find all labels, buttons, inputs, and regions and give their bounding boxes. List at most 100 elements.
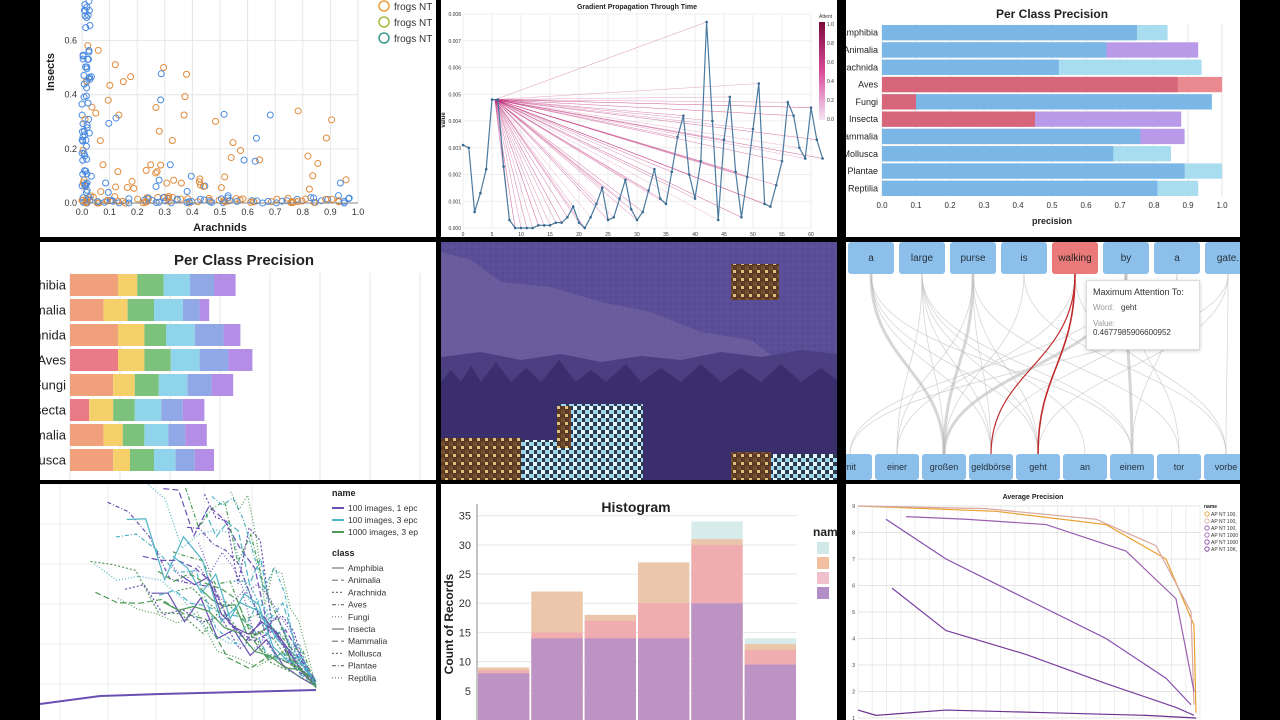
source-token[interactable]: a	[848, 242, 894, 274]
data-point	[496, 98, 500, 101]
source-token[interactable]: large	[899, 242, 945, 274]
data-point	[705, 20, 708, 24]
data-point	[302, 195, 310, 203]
target-token[interactable]: mit	[846, 454, 872, 480]
target-token[interactable]: geldbörse	[969, 454, 1013, 480]
legend-label: frogs NT	[394, 18, 432, 29]
stacked-segment	[70, 449, 114, 471]
class-curve	[158, 589, 317, 685]
chart-title: Average Precision	[1003, 494, 1064, 501]
data-point	[92, 109, 100, 117]
target-token[interactable]: an	[1063, 454, 1107, 480]
data-point	[728, 95, 732, 99]
y-tick-label: 35	[459, 511, 471, 523]
ap-curve	[857, 709, 1197, 719]
stacked-segment	[144, 424, 169, 446]
chart-title: Gradient Propagation Through Time	[577, 4, 697, 11]
source-token[interactable]: is	[1001, 242, 1047, 274]
attention-link	[494, 99, 626, 181]
legend-tick: 0.8	[827, 41, 834, 47]
source-token[interactable]: by	[1103, 242, 1149, 274]
y-tick-label: 0.006	[448, 66, 461, 72]
target-token[interactable]: tor	[1157, 454, 1201, 480]
ice-block	[521, 440, 561, 480]
attention-link	[494, 99, 823, 159]
attention-curve	[943, 273, 1025, 455]
data-point	[134, 195, 142, 203]
stacked-precision-chart: Per Class Precision Amphibia Animalia Arac…	[40, 252, 421, 480]
target-token[interactable]: großen	[922, 454, 966, 480]
x-tick-label: 40	[692, 232, 698, 237]
target-token[interactable]: einer	[875, 454, 919, 480]
legend-title: name	[1204, 504, 1217, 510]
avg-precision-panel: Average Precision 1 2 3 4 5 6 7 8 9 name AP NT 1…	[846, 484, 1240, 720]
x-tick-label: 0	[462, 232, 465, 237]
legend-symbol	[1204, 532, 1210, 538]
legend-title: nam	[813, 525, 837, 539]
attention-link	[494, 99, 545, 226]
legend-label: Mollusca	[348, 648, 382, 658]
data-point	[345, 194, 353, 202]
data-point	[94, 46, 102, 54]
target-token[interactable]: vorbe	[1204, 454, 1240, 480]
data-point	[79, 55, 87, 63]
data-point	[147, 161, 155, 169]
source-token[interactable]: a	[1154, 242, 1200, 274]
data-point	[624, 178, 627, 182]
attention-curve	[870, 273, 992, 455]
data-point	[104, 96, 112, 104]
data-point	[722, 138, 726, 142]
attention-link	[494, 83, 759, 100]
histogram-bar	[531, 638, 583, 720]
data-point	[99, 161, 107, 169]
legend-label: Mammalia	[348, 636, 387, 646]
attention-curve	[869, 273, 946, 455]
attention-link	[494, 99, 788, 103]
data-point	[734, 170, 737, 174]
data-point	[763, 202, 766, 206]
attention-curve	[972, 273, 1039, 455]
data-point	[264, 197, 272, 205]
data-point	[298, 197, 306, 205]
stacked-segment	[103, 299, 128, 321]
gradient-chart: Gradient Propagation Through Time value …	[441, 4, 834, 237]
stacked-segment	[103, 424, 123, 446]
data-point	[157, 161, 165, 169]
attention-link	[494, 99, 614, 218]
data-point	[255, 156, 263, 164]
legend-tick: 0.0	[827, 117, 834, 123]
source-token[interactable]: gate.	[1205, 242, 1240, 274]
data-point	[81, 12, 89, 20]
legend-symbol	[378, 32, 390, 44]
row-label: Aves	[40, 353, 66, 368]
y-tick-label: 0.003	[448, 146, 461, 152]
stacked-segment	[161, 399, 183, 421]
data-point	[769, 205, 772, 208]
stacked-segment	[214, 274, 236, 296]
data-point	[233, 197, 241, 205]
data-point	[112, 114, 120, 122]
attention-link	[494, 99, 812, 108]
target-token[interactable]: einem	[1110, 454, 1154, 480]
source-token[interactable]: purse	[950, 242, 996, 274]
y-tick-label: 0.008	[448, 12, 461, 18]
y-tick-label: 6	[852, 584, 855, 590]
data-point	[554, 221, 558, 224]
x-tick-label: 0.4	[186, 207, 199, 217]
data-point	[484, 167, 488, 171]
attention-link	[494, 99, 591, 218]
data-point	[774, 183, 778, 187]
x-tick-label: 1.0	[352, 207, 365, 217]
data-point	[82, 63, 90, 71]
target-token[interactable]: geht	[1016, 454, 1060, 480]
row-label: Animalia	[846, 45, 878, 55]
attention-link	[494, 99, 667, 205]
data-point	[102, 179, 110, 187]
class-curve	[142, 555, 317, 686]
class-curve	[124, 583, 317, 682]
game-scene-panel	[441, 242, 837, 480]
attention-link	[494, 99, 754, 130]
x-tick-label: 55	[779, 232, 785, 237]
source-token[interactable]: walking	[1052, 242, 1098, 274]
data-point	[217, 195, 225, 203]
